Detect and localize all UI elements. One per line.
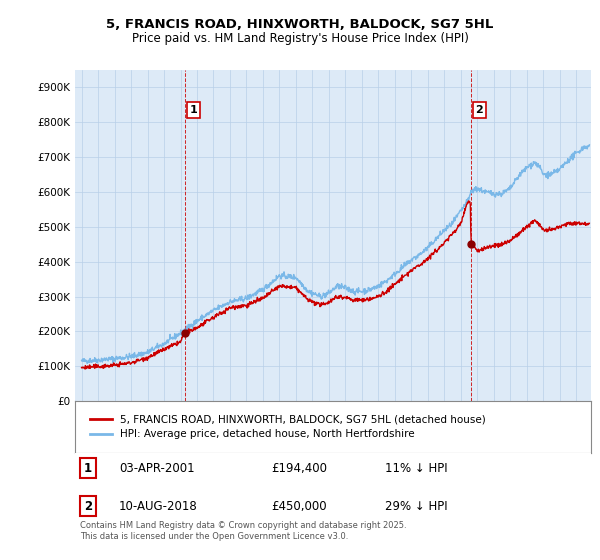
Text: 1: 1	[84, 461, 92, 475]
Text: Price paid vs. HM Land Registry's House Price Index (HPI): Price paid vs. HM Land Registry's House …	[131, 32, 469, 45]
Text: 1: 1	[190, 105, 197, 115]
Text: £194,400: £194,400	[271, 461, 327, 475]
Text: 2: 2	[84, 500, 92, 513]
Text: 03-APR-2001: 03-APR-2001	[119, 461, 194, 475]
Text: 11% ↓ HPI: 11% ↓ HPI	[385, 461, 447, 475]
Text: Contains HM Land Registry data © Crown copyright and database right 2025.
This d: Contains HM Land Registry data © Crown c…	[80, 521, 407, 541]
Legend: 5, FRANCIS ROAD, HINXWORTH, BALDOCK, SG7 5HL (detached house), HPI: Average pric: 5, FRANCIS ROAD, HINXWORTH, BALDOCK, SG7…	[85, 410, 490, 444]
Text: £450,000: £450,000	[271, 500, 327, 513]
Text: 29% ↓ HPI: 29% ↓ HPI	[385, 500, 447, 513]
Text: 5, FRANCIS ROAD, HINXWORTH, BALDOCK, SG7 5HL: 5, FRANCIS ROAD, HINXWORTH, BALDOCK, SG7…	[106, 18, 494, 31]
Text: 10-AUG-2018: 10-AUG-2018	[119, 500, 197, 513]
Text: 2: 2	[476, 105, 484, 115]
